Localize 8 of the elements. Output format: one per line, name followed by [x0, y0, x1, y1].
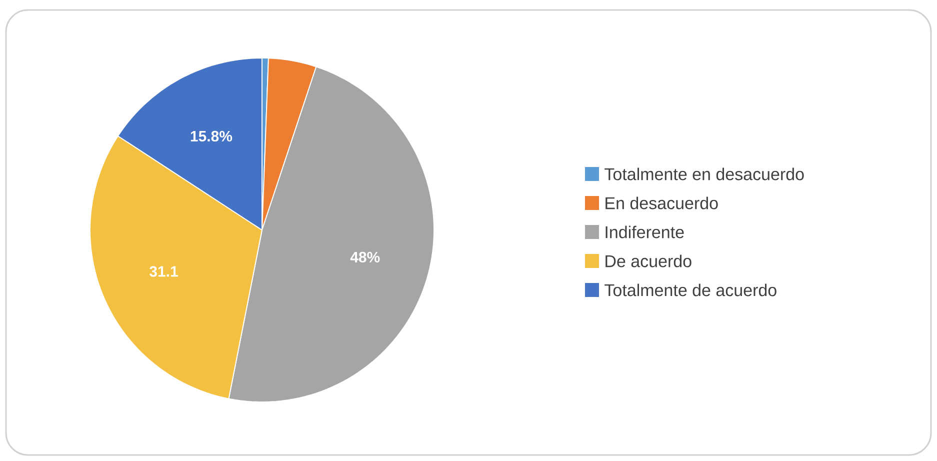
legend-label: Totalmente de acuerdo [604, 284, 776, 296]
legend-label: Indiferente [606, 226, 684, 238]
legend-label: En desacuerdo [606, 196, 718, 210]
legend-label: Totalmente en desacuerdo [604, 168, 804, 180]
data-label: 31.1 [149, 266, 178, 277]
data-label: 15.8% [190, 130, 232, 142]
legend-label: De acuerdo [606, 254, 692, 268]
data-label: 48% [350, 252, 380, 262]
